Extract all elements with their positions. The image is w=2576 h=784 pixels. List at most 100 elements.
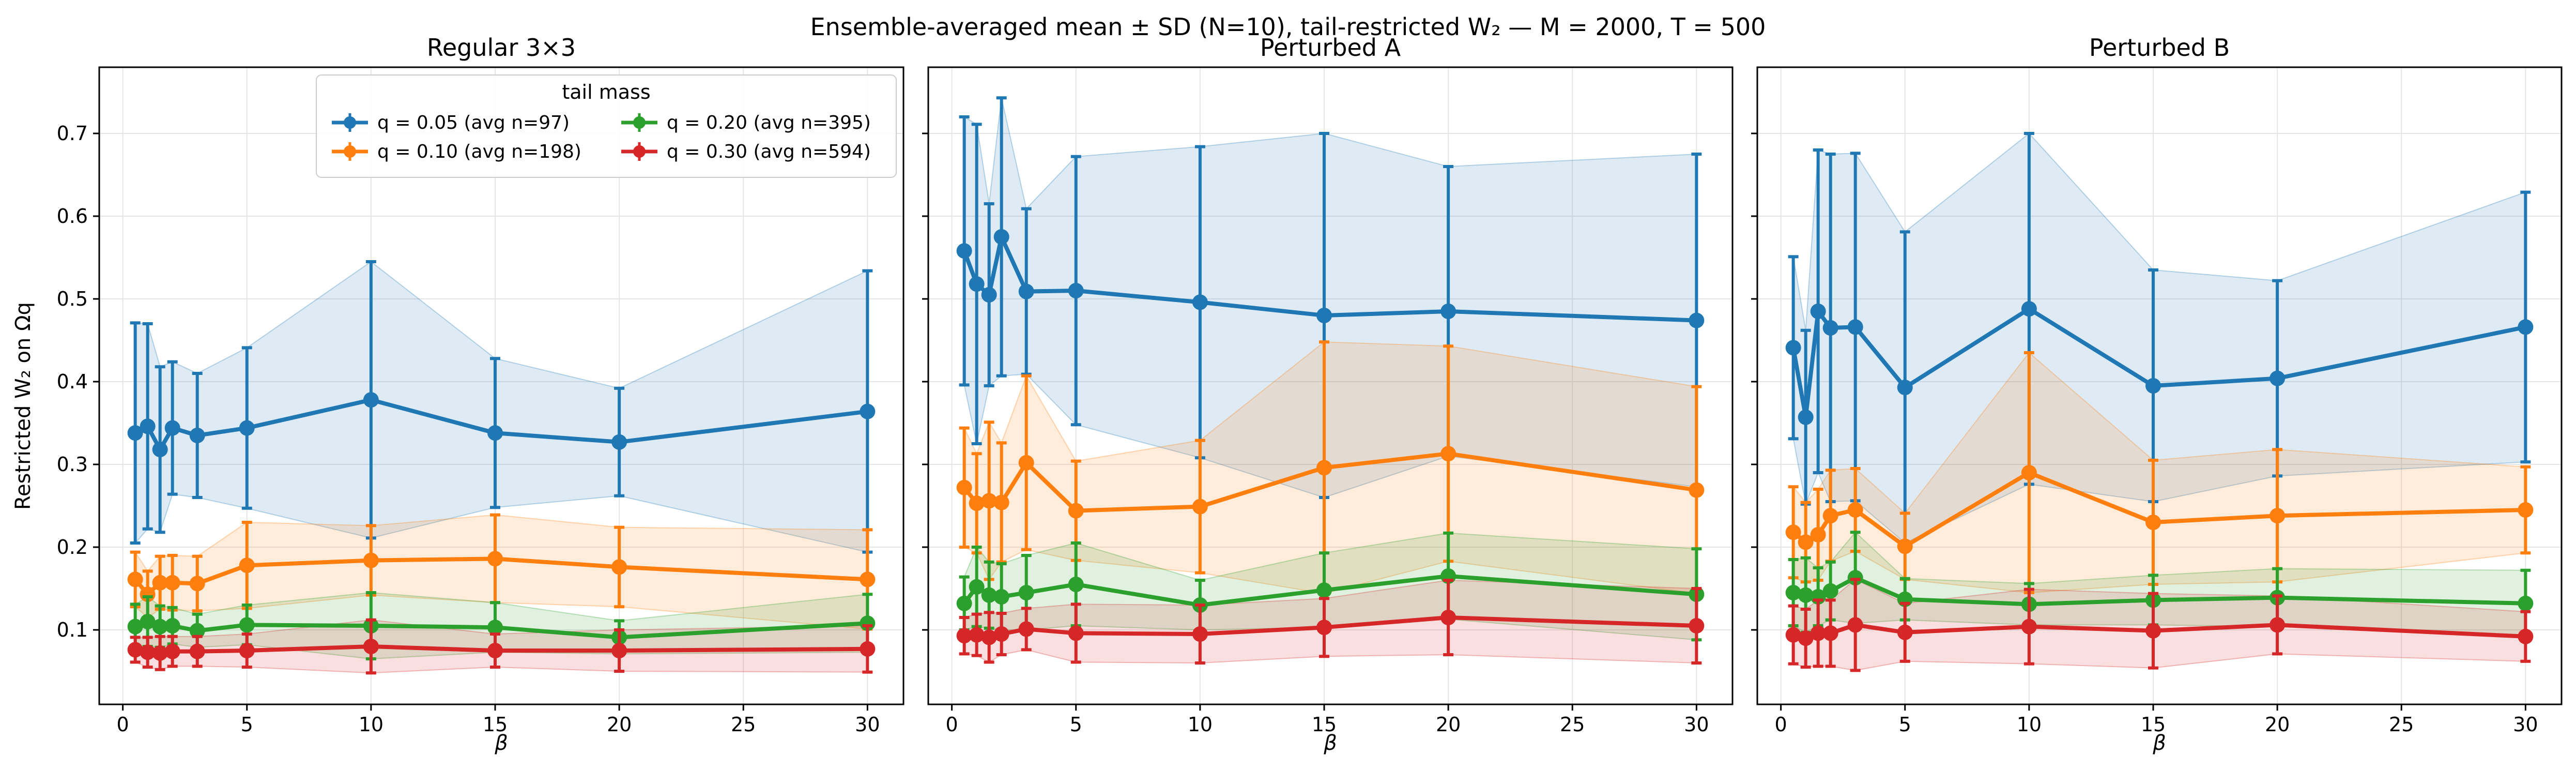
x-tick-label: 15: [1312, 713, 1337, 736]
data-point: [969, 579, 985, 595]
data-point: [152, 619, 168, 635]
x-tick-label: 5: [1899, 713, 1911, 736]
panel-2: 0 5 10 15 20 25 30 Perturbed A β: [922, 34, 1734, 755]
figure-title: Ensemble-averaged mean ± SD (N=10), tail…: [810, 13, 1766, 41]
data-point: [1785, 340, 1801, 356]
legend-entry: q = 0.05 (avg n=97): [332, 112, 570, 133]
data-point: [2270, 508, 2286, 524]
data-point: [189, 576, 205, 592]
data-point: [189, 428, 205, 443]
x-tick-label: 20: [1436, 713, 1461, 736]
data-point: [860, 571, 876, 587]
x-tick-label: 25: [1560, 713, 1585, 736]
data-point: [239, 557, 255, 574]
x-tick-label: 10: [359, 713, 384, 736]
series: [956, 579, 1705, 665]
data-point: [152, 442, 168, 458]
data-point: [1897, 538, 1913, 554]
data-point: [127, 571, 143, 587]
x-tick-label: 20: [607, 713, 632, 736]
data-point: [1798, 630, 1814, 646]
data-point: [189, 623, 205, 639]
data-point: [1192, 499, 1208, 515]
x-tick-label: 0: [946, 713, 958, 736]
data-point: [1440, 610, 1456, 625]
data-point: [1068, 283, 1084, 298]
x-tick-label: 15: [483, 713, 508, 736]
data-point: [1810, 304, 1826, 319]
x-tick-label: 5: [1070, 713, 1082, 736]
data-point: [2145, 623, 2161, 639]
series: [127, 618, 876, 675]
legend-label: q = 0.20 (avg n=395): [667, 112, 871, 133]
data-point: [1068, 625, 1084, 641]
data-point: [956, 479, 972, 495]
data-point: [363, 639, 379, 654]
data-point: [611, 434, 627, 450]
axes-frame: [98, 66, 904, 705]
panel-title: Perturbed A: [1260, 34, 1401, 62]
data-point: [127, 619, 143, 635]
data-point: [1822, 625, 1838, 641]
data-point: [1068, 577, 1084, 592]
data-point: [956, 595, 972, 611]
y-tick-label: 0.4: [57, 370, 88, 393]
data-point: [363, 552, 379, 568]
legend-entry: q = 0.10 (avg n=198): [332, 141, 581, 162]
data-point: [993, 626, 1009, 642]
data-point: [981, 629, 997, 645]
series-line: [962, 235, 1697, 323]
data-point: [1897, 380, 1913, 396]
data-point: [1018, 585, 1034, 600]
data-point: [140, 418, 156, 434]
legend-marker: [344, 145, 356, 158]
legend-box: [316, 74, 897, 178]
data-point: [981, 587, 997, 603]
data-point: [1847, 319, 1863, 335]
x-axis-label: β: [2152, 731, 2166, 755]
data-point: [239, 420, 255, 436]
series-line: [133, 556, 868, 597]
legend-title: tail mass: [562, 81, 650, 103]
data-point: [1316, 620, 1332, 636]
series: [127, 513, 876, 631]
legend-marker: [633, 116, 646, 129]
x-tick-label: 5: [241, 713, 253, 736]
data-point: [956, 243, 972, 259]
data-point: [239, 617, 255, 633]
x-tick-label: 25: [2389, 713, 2414, 736]
legend-marker: [633, 145, 646, 158]
x-tick-label: 25: [731, 713, 756, 736]
data-point: [239, 643, 255, 658]
data-point: [2518, 319, 2534, 335]
panel-title: Regular 3×3: [427, 34, 576, 62]
data-point: [969, 495, 985, 511]
data-point: [2145, 515, 2161, 530]
data-point: [363, 392, 379, 408]
y-tick-label: 0.3: [57, 453, 88, 476]
data-point: [993, 494, 1009, 510]
x-tick-label: 20: [2265, 713, 2290, 736]
data-point: [993, 589, 1009, 605]
data-point: [2021, 301, 2037, 317]
data-point: [1822, 320, 1838, 336]
data-point: [164, 643, 180, 659]
x-tick-label: 30: [855, 713, 880, 736]
data-point: [487, 551, 503, 567]
y-tick-label: 0.7: [57, 122, 88, 145]
data-point: [1018, 283, 1034, 299]
data-point: [1798, 587, 1814, 603]
data-point: [1192, 294, 1208, 310]
x-tick-label: 10: [1188, 713, 1213, 736]
data-point: [1316, 460, 1332, 476]
data-point: [969, 276, 985, 292]
x-axis-label: β: [494, 731, 508, 755]
data-point: [1847, 570, 1863, 586]
data-point: [981, 287, 997, 303]
data-point: [1316, 582, 1332, 598]
data-point: [127, 642, 143, 658]
data-point: [164, 575, 180, 591]
legend-entry: q = 0.30 (avg n=594): [621, 141, 871, 162]
data-point: [1785, 627, 1801, 643]
data-point: [140, 644, 156, 660]
